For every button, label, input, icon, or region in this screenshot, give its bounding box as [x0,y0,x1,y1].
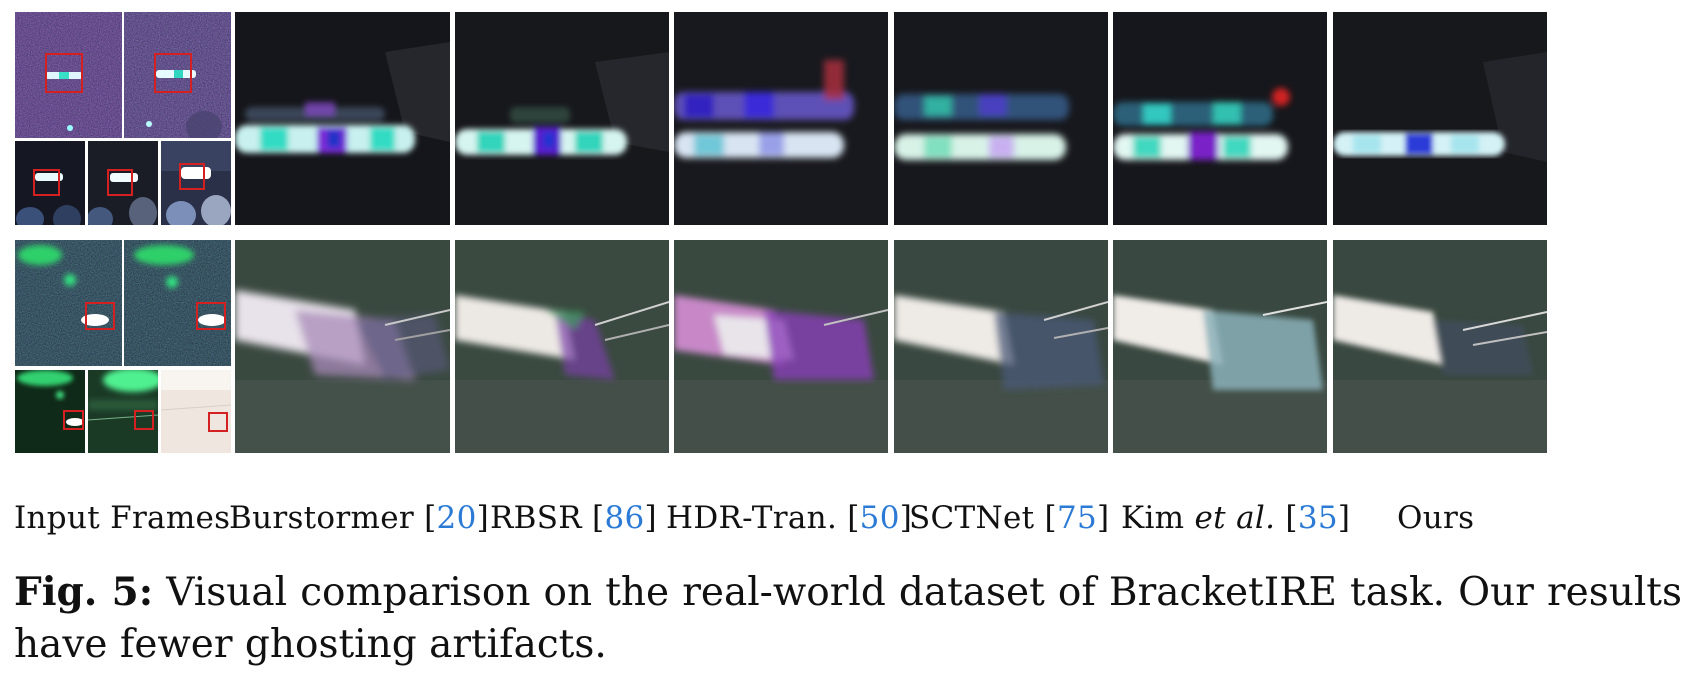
citation-link[interactable]: 75 [1056,500,1097,536]
citation-link[interactable]: 35 [1297,500,1338,536]
result-hdr-tran-scene-2 [674,240,888,453]
input-frame-overexposed [161,370,231,453]
crop-box [196,302,226,330]
input-frame-noisy-1 [15,12,122,138]
label-ours: Ours [1397,500,1475,536]
result-burstormer-scene-2 [235,240,450,453]
label-burstormer: Burstormer [20] [229,500,489,536]
citation-link[interactable]: 50 [859,500,900,536]
label-input-frames: Input Frames [14,500,231,536]
citation-link[interactable]: 20 [436,500,477,536]
input-frame-noisy-3 [15,240,122,366]
crop-box [134,410,154,430]
citation-link[interactable]: 86 [604,500,645,536]
result-sctnet-scene-1 [894,12,1108,225]
crop-box [45,53,83,93]
result-kim-scene-1 [1113,12,1327,225]
label-sctnet: SCTNet [75] [909,500,1110,536]
input-frame-noisy-2 [124,12,231,138]
input-frame-noisy-4 [124,240,231,366]
crop-box [107,169,133,196]
crop-box [63,410,84,430]
result-kim-scene-2 [1113,240,1327,453]
result-rbsr-scene-1 [455,12,669,225]
result-ours-scene-1 [1333,12,1547,225]
figure-caption: Fig. 5: Visual comparison on the real-wo… [14,566,1682,671]
input-frame-dark-3 [15,370,85,453]
result-hdr-tran-scene-1 [674,12,888,225]
label-hdr-tran: HDR-Tran. [50] [666,500,913,536]
result-rbsr-scene-2 [455,240,669,453]
figure-label: Fig. 5: [14,569,154,615]
input-frame-bright [161,141,231,225]
input-frame-dark-1 [15,141,85,225]
crop-box [33,169,60,196]
crop-box [85,302,115,330]
input-frame-dark-4 [88,370,158,453]
result-burstormer-scene-1 [235,12,450,225]
label-kim: Kim et al. [35] [1121,500,1351,536]
crop-box [154,53,192,93]
caption-text: Visual comparison on the real-world data… [14,570,1682,667]
result-sctnet-scene-2 [894,240,1108,453]
crop-box [179,163,205,190]
label-rbsr: RBSR [86] [490,500,657,536]
crop-box [208,412,228,432]
result-ours-scene-2 [1333,240,1547,453]
input-frame-dark-2 [88,141,158,225]
